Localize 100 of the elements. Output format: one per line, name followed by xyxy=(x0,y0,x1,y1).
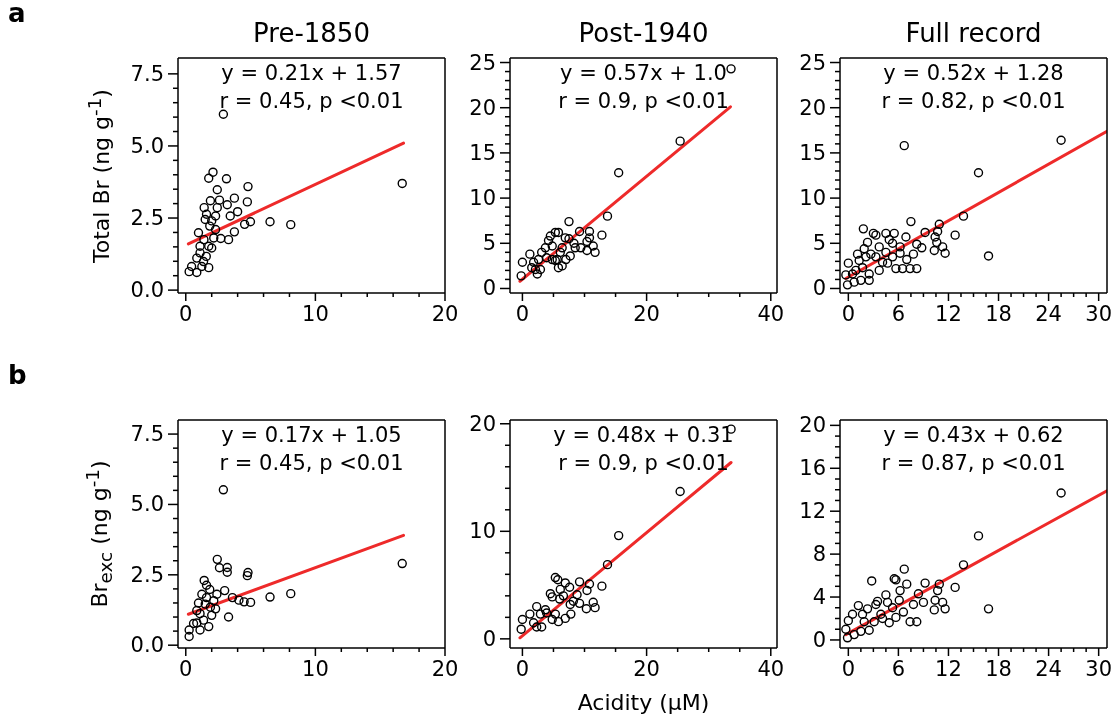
point xyxy=(201,592,212,603)
point xyxy=(726,64,736,74)
point xyxy=(184,631,194,642)
point xyxy=(286,219,296,230)
point xyxy=(265,592,275,602)
point xyxy=(192,253,202,263)
point xyxy=(576,243,586,253)
point xyxy=(901,232,911,242)
y-tick-label: 25 xyxy=(799,50,826,75)
point xyxy=(193,598,204,608)
point xyxy=(245,597,256,608)
point xyxy=(528,618,539,628)
point xyxy=(219,585,230,596)
point xyxy=(864,625,874,635)
point xyxy=(887,603,898,613)
point xyxy=(675,486,685,497)
point xyxy=(891,263,901,274)
point xyxy=(842,280,853,290)
point xyxy=(861,252,871,262)
annotation: y = 0.17x + 1.05 xyxy=(220,422,403,448)
point xyxy=(218,109,229,119)
point xyxy=(920,227,930,238)
point xyxy=(201,251,211,262)
point xyxy=(532,622,542,632)
point xyxy=(535,609,546,619)
point xyxy=(851,265,861,276)
point xyxy=(857,262,868,273)
point xyxy=(940,248,950,258)
point xyxy=(558,591,569,601)
x-tick-label: 24 xyxy=(1035,657,1062,681)
point xyxy=(950,582,960,593)
point xyxy=(574,577,585,587)
point xyxy=(843,258,854,268)
annotation: y = 0.57x + 1.0 xyxy=(559,60,728,86)
y-tick-label: 20 xyxy=(469,95,496,120)
point xyxy=(195,625,205,635)
point xyxy=(536,247,547,258)
point xyxy=(265,217,275,227)
point xyxy=(205,196,216,206)
point xyxy=(555,584,565,595)
point xyxy=(932,585,943,596)
point xyxy=(895,242,905,252)
annotation: r = 0.87, p <0.01 xyxy=(880,450,1067,476)
point xyxy=(864,275,874,286)
point xyxy=(208,167,218,177)
y-tick-label: 8 xyxy=(812,542,826,567)
point xyxy=(547,254,557,265)
point xyxy=(540,243,551,253)
y-tick-label: 7.5 xyxy=(130,61,164,86)
y-tick-label: 7.5 xyxy=(130,422,164,447)
point xyxy=(553,616,564,627)
point xyxy=(184,625,194,635)
y-tick-label: 5.0 xyxy=(130,133,164,158)
point xyxy=(560,613,570,624)
point xyxy=(186,261,197,272)
point xyxy=(899,140,909,151)
annotation: r = 0.82, p <0.01 xyxy=(880,88,1067,114)
point xyxy=(877,613,888,624)
point xyxy=(588,241,598,251)
point xyxy=(561,254,571,265)
point xyxy=(867,576,877,586)
point xyxy=(239,219,250,230)
point xyxy=(958,560,969,570)
x-tick-label: 10 xyxy=(302,302,329,326)
point xyxy=(199,575,209,586)
point xyxy=(205,584,215,595)
point xyxy=(192,618,202,628)
point xyxy=(547,614,557,625)
y-tick-label: 10 xyxy=(799,186,826,211)
point xyxy=(887,238,898,248)
point xyxy=(564,216,574,227)
x-tick-label: 0 xyxy=(841,302,856,326)
point xyxy=(286,588,296,599)
y-tick-label: 0 xyxy=(482,276,496,301)
point xyxy=(184,266,194,277)
point xyxy=(887,252,898,262)
point xyxy=(973,531,984,541)
point xyxy=(908,249,919,259)
point xyxy=(930,595,940,605)
point xyxy=(912,263,922,274)
annotation: y = 0.52x + 1.28 xyxy=(882,60,1065,86)
point xyxy=(842,633,853,643)
point xyxy=(1056,488,1066,498)
point xyxy=(574,598,585,609)
point xyxy=(517,614,528,625)
point xyxy=(588,597,598,607)
point xyxy=(905,617,915,627)
point xyxy=(222,200,232,210)
point xyxy=(613,530,624,541)
point xyxy=(198,615,209,625)
y-tick-label: 15 xyxy=(469,140,496,165)
point xyxy=(570,243,580,253)
x-tick-label: 0 xyxy=(179,302,193,326)
point xyxy=(229,227,240,237)
point xyxy=(937,242,948,252)
point xyxy=(200,599,210,609)
point xyxy=(541,253,552,263)
point xyxy=(843,615,854,626)
point xyxy=(564,234,574,244)
y-tick-label: 10 xyxy=(469,519,496,544)
